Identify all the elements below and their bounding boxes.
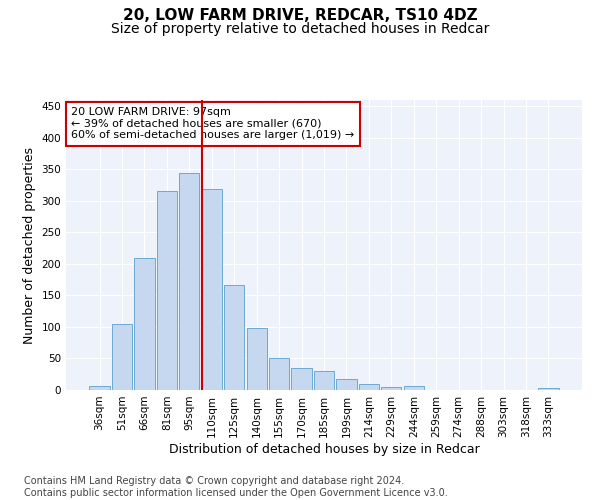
Bar bbox=[202, 189, 222, 390]
Bar bbox=[112, 324, 132, 390]
Bar bbox=[404, 386, 424, 390]
Bar bbox=[224, 286, 244, 390]
Text: Size of property relative to detached houses in Redcar: Size of property relative to detached ho… bbox=[111, 22, 489, 36]
Bar bbox=[292, 368, 311, 390]
Text: 20, LOW FARM DRIVE, REDCAR, TS10 4DZ: 20, LOW FARM DRIVE, REDCAR, TS10 4DZ bbox=[122, 8, 478, 22]
Bar bbox=[359, 384, 379, 390]
Text: Contains HM Land Registry data © Crown copyright and database right 2024.
Contai: Contains HM Land Registry data © Crown c… bbox=[24, 476, 448, 498]
Bar bbox=[179, 172, 199, 390]
Bar bbox=[247, 328, 267, 390]
Bar bbox=[538, 388, 559, 390]
Bar bbox=[381, 388, 401, 390]
Bar bbox=[314, 371, 334, 390]
Bar bbox=[337, 380, 356, 390]
Bar bbox=[89, 386, 110, 390]
Bar bbox=[157, 191, 177, 390]
Text: Distribution of detached houses by size in Redcar: Distribution of detached houses by size … bbox=[169, 442, 479, 456]
Bar bbox=[269, 358, 289, 390]
Text: 20 LOW FARM DRIVE: 97sqm
← 39% of detached houses are smaller (670)
60% of semi-: 20 LOW FARM DRIVE: 97sqm ← 39% of detach… bbox=[71, 108, 355, 140]
Y-axis label: Number of detached properties: Number of detached properties bbox=[23, 146, 36, 344]
Bar bbox=[134, 258, 155, 390]
